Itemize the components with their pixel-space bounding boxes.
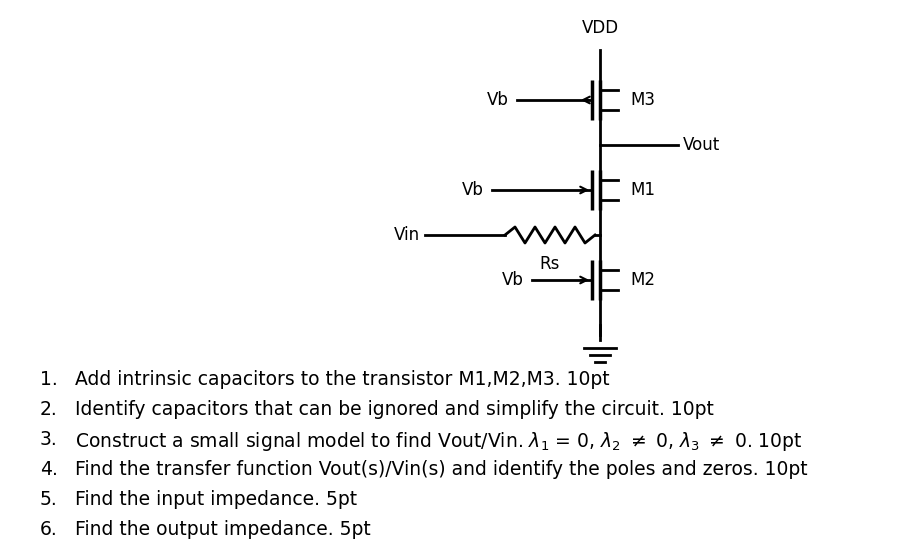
Text: Vb: Vb: [462, 181, 484, 199]
Text: Identify capacitors that can be ignored and simplify the circuit. 10pt: Identify capacitors that can be ignored …: [75, 400, 714, 419]
Text: 4.: 4.: [40, 460, 58, 479]
Text: M3: M3: [630, 91, 655, 109]
Text: 6.: 6.: [40, 520, 57, 539]
Text: 1.: 1.: [40, 370, 57, 389]
Text: Find the input impedance. 5pt: Find the input impedance. 5pt: [75, 490, 357, 509]
Text: 2.: 2.: [40, 400, 57, 419]
Text: M2: M2: [630, 271, 655, 289]
Text: Construct a small signal model to find Vout/Vin. $\lambda_1$ = 0, $\lambda_2$ $\: Construct a small signal model to find V…: [75, 430, 803, 453]
Text: Vb: Vb: [502, 271, 524, 289]
Text: 5.: 5.: [40, 490, 57, 509]
Text: Vout: Vout: [683, 136, 720, 154]
Text: Find the output impedance. 5pt: Find the output impedance. 5pt: [75, 520, 371, 539]
Text: Rs: Rs: [540, 255, 560, 273]
Text: VDD: VDD: [581, 19, 618, 37]
Text: Find the transfer function Vout(s)/Vin(s) and identify the poles and zeros. 10pt: Find the transfer function Vout(s)/Vin(s…: [75, 460, 808, 479]
Text: 3.: 3.: [40, 430, 57, 449]
Text: Add intrinsic capacitors to the transistor M1,M2,M3. 10pt: Add intrinsic capacitors to the transist…: [75, 370, 610, 389]
Text: Vb: Vb: [487, 91, 509, 109]
Text: Vin: Vin: [394, 226, 420, 244]
Text: M1: M1: [630, 181, 655, 199]
